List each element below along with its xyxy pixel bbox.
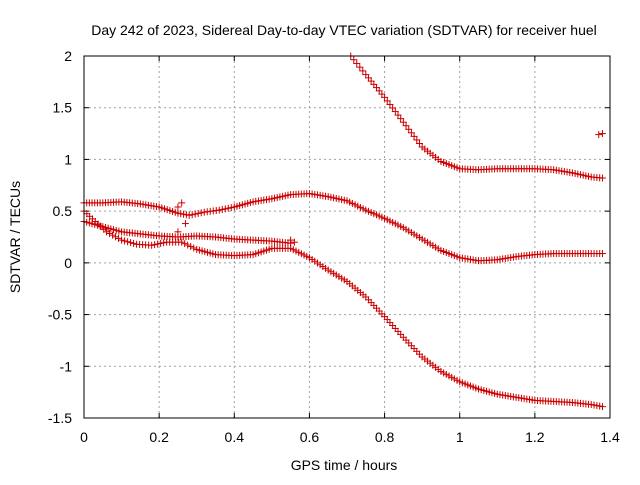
data-point-middle-arc xyxy=(221,205,229,213)
data-point-lower-dip xyxy=(103,228,111,236)
x-tick-label: 0 xyxy=(80,429,88,445)
data-point-lower-dip xyxy=(124,238,132,246)
data-point-upper-descending xyxy=(383,97,391,105)
x-tick-label: 1.4 xyxy=(600,429,620,445)
x-tick-label: 1.2 xyxy=(525,429,545,445)
y-tick-label: 0 xyxy=(64,255,72,271)
data-point-upper-descending xyxy=(350,56,358,64)
x-tick-label: 1 xyxy=(456,429,464,445)
data-point-outliers xyxy=(174,203,182,211)
y-tick-label: 1 xyxy=(64,151,72,167)
data-point-upper-descending xyxy=(356,63,364,71)
x-tick-label: 0.6 xyxy=(300,429,320,445)
tick-layer: 0 0.2 0.4 0.6 0.8 1 1.2 1.4 -1.5 -1 -0.5 0 0.5 1 1.5 2 xyxy=(48,48,620,445)
data-point-lower-dip xyxy=(127,239,135,247)
data-point-middle-arc xyxy=(194,209,202,217)
data-point-upper-descending xyxy=(402,122,410,130)
y-tick-label: 1.5 xyxy=(53,100,73,116)
data-point-middle-arc xyxy=(185,211,193,219)
data-point-lower-dip xyxy=(115,234,123,242)
data-point-lower-dip xyxy=(181,240,189,248)
y-tick-label: -0.5 xyxy=(48,307,72,323)
data-point-middle-arc xyxy=(188,211,196,219)
data-point-lower-dip xyxy=(118,236,126,244)
data-point-lower-dip xyxy=(598,403,606,411)
data-point-lower-dip xyxy=(148,241,156,249)
data-point-upper-descending xyxy=(389,104,397,112)
data-point-lower-dip xyxy=(160,239,168,247)
data-point-upper-descending xyxy=(598,174,606,182)
data-point-outliers xyxy=(290,238,298,246)
data-point-lower-dip xyxy=(112,233,120,241)
data-point-upper-descending xyxy=(391,108,399,116)
chart-title: Day 242 of 2023, Sidereal Day-to-day VTE… xyxy=(91,22,597,38)
data-point-middle-arc xyxy=(215,206,223,214)
data-point-upper-descending xyxy=(359,67,367,75)
marks-layer xyxy=(80,52,606,411)
data-point-upper-descending xyxy=(394,111,402,119)
data-point-upper-descending xyxy=(407,129,415,137)
data-point-lower-dip xyxy=(154,240,162,248)
data-point-upper-descending xyxy=(399,118,407,126)
data-point-lower-dip xyxy=(151,241,159,249)
x-tick-label: 0.8 xyxy=(375,429,395,445)
data-point-lower-dip xyxy=(178,238,186,246)
data-point-upper-descending xyxy=(413,136,421,144)
data-point-outliers xyxy=(287,236,295,244)
x-tick-label: 0.2 xyxy=(149,429,169,445)
data-point-upper-descending xyxy=(405,125,413,133)
data-point-lower-dip xyxy=(109,231,117,239)
data-point-outliers xyxy=(598,130,606,138)
x-axis-label: GPS time / hours xyxy=(291,457,398,473)
data-point-middle-arc xyxy=(224,204,232,212)
data-point-upper-descending xyxy=(381,93,389,101)
y-tick-label: -1.5 xyxy=(48,410,72,426)
data-point-lower-dip xyxy=(157,239,165,247)
data-point-outliers xyxy=(174,228,182,236)
data-point-middle-arc xyxy=(218,205,226,213)
data-point-lower-dip xyxy=(130,239,138,247)
data-point-outliers xyxy=(178,199,186,207)
data-point-middle-arc xyxy=(227,204,235,212)
y-tick-label: -1 xyxy=(60,358,73,374)
x-tick-label: 0.4 xyxy=(225,429,245,445)
data-point-lower-dip xyxy=(187,243,195,251)
y-axis-label: SDTVAR / TECUs xyxy=(7,181,23,293)
grid-layer xyxy=(84,56,610,418)
data-point-lower-dip xyxy=(184,241,192,249)
data-point-upper-descending xyxy=(415,139,423,147)
data-point-upper-descending xyxy=(353,59,361,67)
data-point-middle-arc xyxy=(197,209,205,217)
data-point-middle-arc xyxy=(598,250,606,258)
plot-frame xyxy=(83,55,611,419)
data-point-upper-descending xyxy=(397,115,405,123)
data-point-lower-dip xyxy=(106,229,114,237)
y-tick-label: 0.5 xyxy=(53,203,73,219)
data-point-upper-descending xyxy=(386,100,394,108)
data-point-lower-dip xyxy=(190,244,198,252)
data-point-outliers xyxy=(181,220,189,228)
data-point-middle-arc xyxy=(191,210,199,218)
data-point-upper-descending xyxy=(410,132,418,140)
y-tick-label: 2 xyxy=(64,48,72,64)
data-point-outliers xyxy=(595,131,603,139)
data-point-lower-dip xyxy=(121,237,129,245)
